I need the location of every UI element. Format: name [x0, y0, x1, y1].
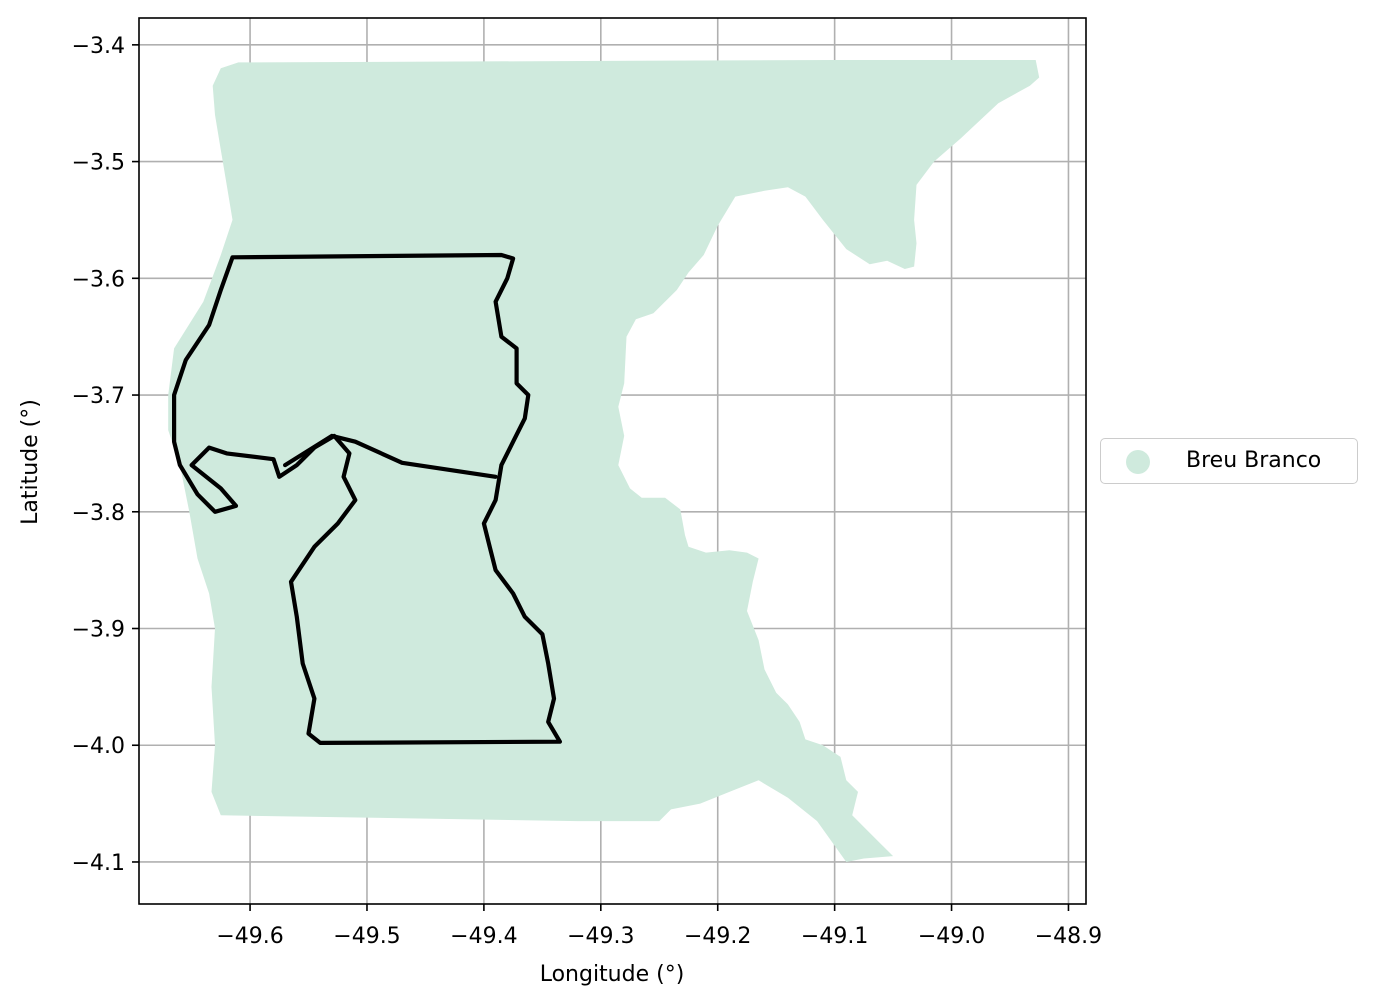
x-axis-label: Longitude (°): [540, 962, 685, 987]
y-tick-label: −3.7: [72, 384, 125, 409]
region-polygon-breu-branco: [168, 60, 1040, 862]
x-tick-label: −48.9: [1035, 924, 1102, 949]
y-axis-label: Latitude (°): [18, 399, 43, 525]
y-tick-label: −3.4: [72, 34, 125, 59]
legend: Breu Branco: [1100, 438, 1358, 484]
x-tick-label: −49.5: [333, 924, 400, 949]
tick-marks: [132, 44, 1070, 911]
y-tick-label: −3.6: [72, 267, 125, 292]
y-tick-label: −3.8: [72, 501, 125, 526]
boundary-outline-2: [283, 433, 498, 479]
legend-label-breu-branco: Breu Branco: [1186, 448, 1322, 473]
x-tick-label: −49.2: [684, 924, 751, 949]
x-tick-label: −49.4: [450, 924, 517, 949]
x-tick-label: −49.1: [801, 924, 868, 949]
x-tick-label: −49.6: [216, 924, 283, 949]
map-shapes: [168, 60, 1040, 862]
axes-frame: [138, 17, 1087, 905]
y-tick-label: −4.0: [72, 734, 125, 759]
y-tick-label: −4.1: [72, 851, 125, 876]
x-tick-label: −49.0: [918, 924, 985, 949]
y-tick-label: −3.5: [72, 151, 125, 176]
boundary-outline-1: [172, 252, 562, 745]
y-tick-label: −3.9: [72, 618, 125, 643]
x-tick-label: −49.3: [567, 924, 634, 949]
legend-marker-breu-branco: [1126, 450, 1150, 474]
